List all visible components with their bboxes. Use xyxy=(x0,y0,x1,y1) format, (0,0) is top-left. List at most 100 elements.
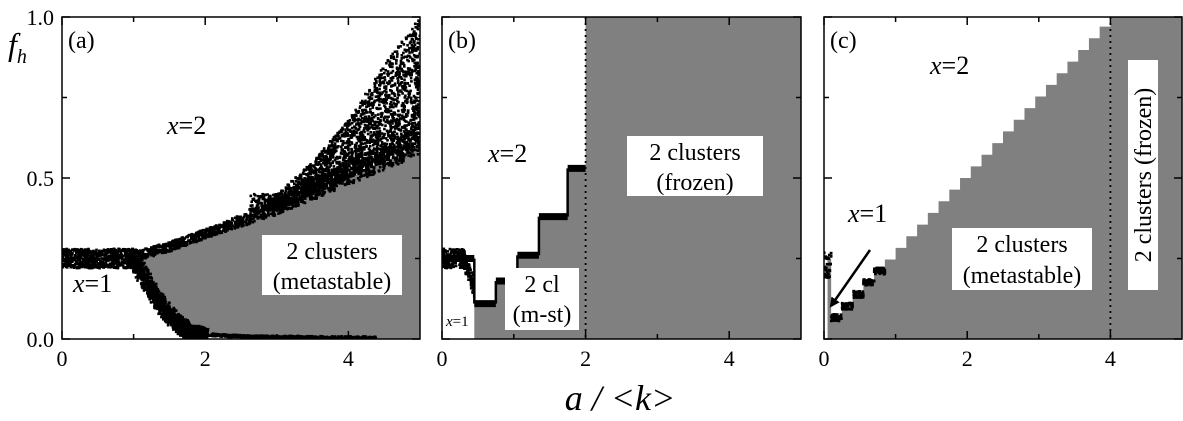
scatter-point xyxy=(322,161,325,165)
scatter-point xyxy=(84,261,88,265)
scatter-point xyxy=(336,181,339,184)
scatter-point xyxy=(140,252,143,256)
scatter-point xyxy=(416,103,420,106)
scatter-point xyxy=(410,49,414,53)
scatter-point xyxy=(272,211,276,215)
scatter-point xyxy=(358,131,362,135)
scatter-point xyxy=(399,128,403,132)
scatter-point xyxy=(393,145,396,149)
scatter-point xyxy=(399,89,402,92)
scatter-point xyxy=(302,195,305,198)
scatter-point xyxy=(359,122,363,125)
scatter-point xyxy=(367,168,371,171)
scatter-point xyxy=(264,216,268,219)
scatter-point xyxy=(323,190,326,194)
scatter-point xyxy=(62,264,65,267)
scatter-point xyxy=(281,204,284,207)
scatter-point xyxy=(415,127,418,131)
scatter-point xyxy=(413,49,416,52)
scatter-point xyxy=(399,144,402,148)
scatter-point xyxy=(193,238,196,242)
scatter-point xyxy=(369,121,373,125)
scatter-point xyxy=(89,255,93,259)
scatter-point xyxy=(305,189,309,193)
scatter-point xyxy=(418,42,420,45)
scatter-point xyxy=(114,259,118,263)
scatter-point xyxy=(116,254,119,257)
scatter-point xyxy=(309,176,313,180)
scatter-point xyxy=(305,186,308,189)
scatter-point xyxy=(386,133,390,136)
scatter-point xyxy=(82,251,85,255)
scatter-point xyxy=(294,188,297,191)
scatter-point xyxy=(260,195,263,199)
scatter-point xyxy=(406,145,409,149)
scatter-point xyxy=(306,185,310,188)
scatter-point xyxy=(225,219,229,223)
scatter-point xyxy=(368,121,371,124)
scatter-point xyxy=(389,159,392,162)
scatter-point xyxy=(83,252,87,256)
scatter-point xyxy=(398,117,402,120)
scatter-point xyxy=(154,248,158,251)
scatter-point xyxy=(127,250,131,253)
scatter-point xyxy=(388,134,392,137)
scatter-point xyxy=(226,227,230,231)
scatter-point xyxy=(135,256,139,259)
scatter-point xyxy=(172,243,175,247)
scatter-point xyxy=(124,249,128,252)
scatter-point xyxy=(412,109,415,112)
scatter-point xyxy=(371,143,375,147)
scatter-point xyxy=(319,176,322,179)
scatter-point xyxy=(371,119,374,123)
scatter-point xyxy=(80,265,83,269)
scatter-point xyxy=(402,88,406,91)
scatter-point xyxy=(311,187,315,190)
scatter-point xyxy=(101,260,105,264)
scatter-point xyxy=(251,217,254,221)
scatter-point xyxy=(273,195,277,198)
scatter-point xyxy=(296,190,299,193)
scatter-point xyxy=(318,186,321,190)
scatter-point xyxy=(285,195,289,199)
scatter-point xyxy=(349,134,352,137)
scatter-point xyxy=(284,191,287,195)
scatter-point xyxy=(416,48,419,51)
scatter-point xyxy=(371,124,374,127)
scatter-point xyxy=(343,160,347,163)
scatter-point xyxy=(267,210,270,214)
scatter-point xyxy=(374,152,378,156)
scatter-point xyxy=(354,151,358,154)
scatter-point xyxy=(210,232,213,236)
scatter-point xyxy=(95,250,98,254)
scatter-point xyxy=(210,227,213,231)
scatter-point xyxy=(411,101,414,104)
scatter-point xyxy=(267,214,271,217)
scatter-point xyxy=(92,249,95,253)
scatter-point xyxy=(359,161,362,165)
scatter-point xyxy=(296,201,300,205)
scatter-point xyxy=(377,134,380,138)
scatter-point xyxy=(380,73,383,76)
scatter-point xyxy=(347,137,350,141)
scatter-point xyxy=(64,264,67,268)
scatter-point xyxy=(417,91,420,95)
scatter-point xyxy=(374,77,377,81)
scatter-point xyxy=(366,119,369,122)
scatter-point xyxy=(355,135,359,139)
scatter-point xyxy=(333,142,337,145)
scatter-point xyxy=(176,246,179,250)
scatter-point xyxy=(373,155,377,159)
scatter-point xyxy=(373,139,377,142)
scatter-point xyxy=(176,240,180,244)
scatter-point xyxy=(81,264,84,267)
scatter-point xyxy=(376,121,379,124)
scatter-point xyxy=(358,155,361,158)
scatter-point xyxy=(330,168,334,171)
scatter-point xyxy=(379,148,383,151)
scatter-point xyxy=(363,123,367,127)
scatter-point xyxy=(416,46,420,49)
scatter-point xyxy=(418,52,420,55)
scatter-point xyxy=(334,172,337,176)
scatter-point xyxy=(335,184,338,188)
